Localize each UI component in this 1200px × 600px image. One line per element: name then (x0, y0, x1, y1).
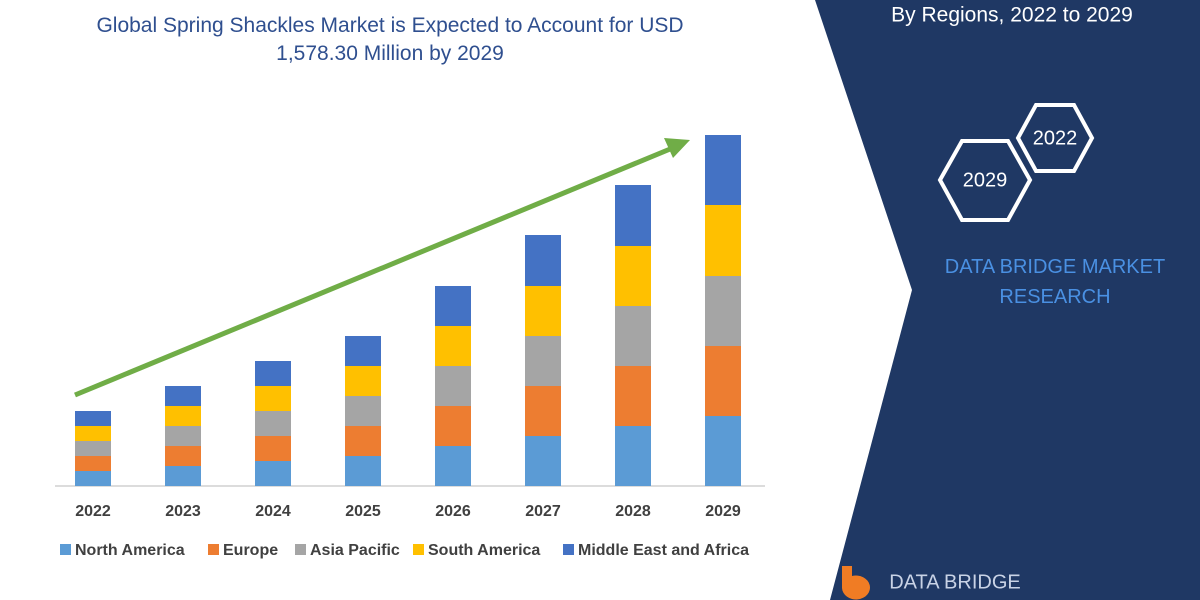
chart-title: Global Spring Shackles Market is Expecte… (96, 14, 684, 65)
badge-label: 2029 (963, 169, 1008, 191)
bar-segment (525, 235, 561, 286)
bar-segment (165, 406, 201, 426)
legend-label: South America (428, 542, 540, 559)
bar-segment (705, 346, 741, 416)
bar-segment (435, 286, 471, 326)
trend-arrow (74, 144, 676, 398)
bar-segment (615, 366, 651, 426)
x-tick-label: 2024 (255, 503, 291, 520)
legend-label: Asia Pacific (310, 542, 400, 559)
bar-segment (615, 246, 651, 306)
side-panel-bg (815, 0, 1200, 600)
bar-segment (75, 426, 111, 441)
bar-segment (615, 185, 651, 246)
panel-heading: By Regions, 2022 to 2029 (891, 4, 1133, 27)
bar-segment (75, 471, 111, 486)
x-tick-label: 2022 (75, 503, 111, 520)
badge-hexagon (1015, 103, 1095, 173)
bar-segment (165, 386, 201, 406)
bar-segment (435, 366, 471, 406)
bar-segment (255, 461, 291, 486)
trend-arrowhead (664, 138, 690, 158)
bar-segment (165, 446, 201, 466)
logo-text: DATA BRIDGE (889, 571, 1021, 593)
bar-segment (255, 411, 291, 436)
bar-segment (255, 386, 291, 411)
x-tick-label: 2027 (525, 503, 561, 520)
bar-segment (705, 205, 741, 276)
bar-segment (165, 466, 201, 486)
x-tick-label: 2028 (615, 503, 651, 520)
bar-segment (75, 441, 111, 456)
legend-label: North America (75, 542, 185, 559)
bar-segment (345, 396, 381, 426)
bar-segment (75, 411, 111, 426)
brand-box: DATA BRIDGE MARKET RESEARCH (944, 256, 1166, 308)
legend-label: Europe (223, 542, 278, 559)
bar-segment (345, 426, 381, 456)
bar-segment (75, 456, 111, 471)
bar-segment (615, 426, 651, 486)
bar-segment (525, 286, 561, 336)
brand-text: DATA BRIDGE MARKET RESEARCH (944, 256, 1166, 308)
bar-segment (345, 456, 381, 486)
bar-segment (525, 336, 561, 386)
bar-segment (345, 366, 381, 396)
bar-segment (705, 276, 741, 346)
bar-segment (345, 336, 381, 366)
legend-swatch (208, 544, 219, 555)
bar-segment (525, 386, 561, 436)
bar-segment (435, 326, 471, 366)
bar-segment (165, 426, 201, 446)
x-tick-label: 2029 (705, 503, 741, 520)
bar-segment (435, 406, 471, 446)
legend-swatch (295, 544, 306, 555)
bar-segment (705, 416, 741, 486)
x-tick-label: 2025 (345, 503, 381, 520)
x-tick-label: 2026 (435, 503, 471, 520)
badge-hexagon (937, 139, 1033, 222)
legend-label: Middle East and Africa (578, 542, 749, 559)
x-tick-label: 2023 (165, 503, 201, 520)
bar-segment (255, 436, 291, 461)
bar-segment (435, 446, 471, 486)
legend-swatch (60, 544, 71, 555)
badge-label: 2022 (1033, 127, 1078, 149)
bar-segment (525, 436, 561, 486)
legend-swatch (563, 544, 574, 555)
legend-swatch (413, 544, 424, 555)
bar-segment (705, 135, 741, 205)
bar-segment (255, 361, 291, 386)
logo-mark (842, 566, 870, 600)
bar-segment (615, 306, 651, 366)
